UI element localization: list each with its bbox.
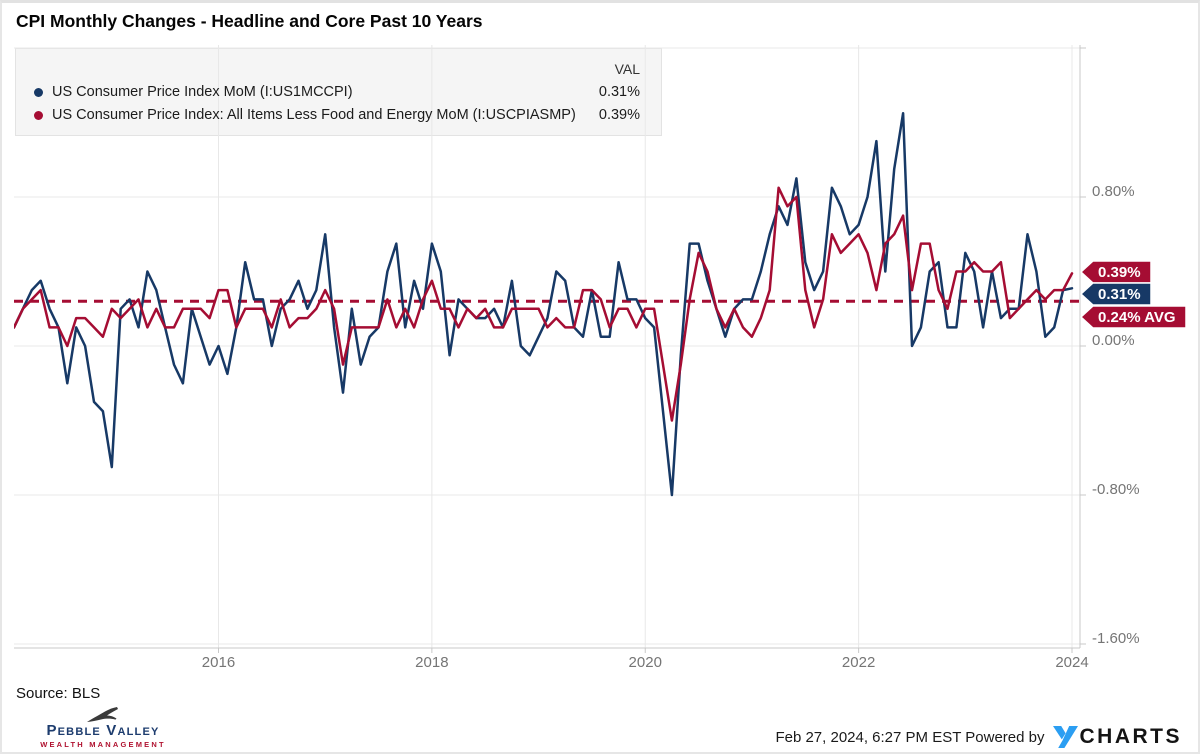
x-axis-label: 2020 <box>629 654 662 671</box>
headline-series-dot-icon <box>34 88 43 97</box>
source-note: Source: BLS <box>16 685 101 702</box>
legend-label-headline: US Consumer Price Index MoM (I:US1MCCPI) <box>52 84 353 100</box>
core-series-dot-icon <box>34 111 43 120</box>
pebble-valley-logo: Pebble Valley WEALTH MANAGEMENT <box>38 707 168 749</box>
y-axis-label: 0.00% <box>1092 332 1135 349</box>
y-axis-label: -0.80% <box>1092 481 1140 498</box>
x-axis-label: 2016 <box>202 654 235 671</box>
legend-row-headline: US Consumer Price Index MoM (I:US1MCCPI)… <box>15 81 662 103</box>
wealth-management-tagline: WEALTH MANAGEMENT <box>40 740 166 749</box>
value-flag <box>1079 305 1187 329</box>
x-axis-label: 2024 <box>1055 654 1088 671</box>
value-flag <box>1079 282 1152 306</box>
value-flag-label: 0.39% <box>1098 264 1141 281</box>
x-axis-label: 2018 <box>415 654 448 671</box>
y-axis-label: 0.80% <box>1092 183 1135 200</box>
legend-value-core: 0.39% <box>598 107 640 123</box>
value-flag-label: 0.24% AVG <box>1098 309 1176 326</box>
pebble-valley-wordmark: Pebble Valley <box>46 722 160 739</box>
hawk-icon <box>87 707 118 722</box>
legend-row-core: US Consumer Price Index: All Items Less … <box>15 104 662 126</box>
headline-cpi-line <box>14 111 1074 497</box>
page-title: CPI Monthly Changes - Headline and Core … <box>16 11 483 31</box>
core-cpi-line <box>14 186 1074 422</box>
timestamp-powered-by: Feb 27, 2024, 6:27 PM EST Powered by <box>775 728 1045 746</box>
legend-value-headline: 0.31% <box>598 84 640 100</box>
ycharts-wordmark: CHARTS <box>1079 725 1182 748</box>
value-flag <box>1079 260 1152 284</box>
ycharts-y-icon <box>1052 726 1078 748</box>
x-axis-label: 2022 <box>842 654 875 671</box>
legend-label-core: US Consumer Price Index: All Items Less … <box>52 107 576 123</box>
attribution: Feb 27, 2024, 6:27 PM EST Powered by CHA… <box>775 725 1182 749</box>
legend-val-column-header: VAL <box>614 61 640 77</box>
legend: VAL US Consumer Price Index MoM (I:US1MC… <box>15 48 662 136</box>
y-axis-label: -1.60% <box>1092 630 1140 647</box>
value-flag-label: 0.31% <box>1098 286 1141 303</box>
ycharts-logo: CHARTS <box>1052 725 1183 749</box>
